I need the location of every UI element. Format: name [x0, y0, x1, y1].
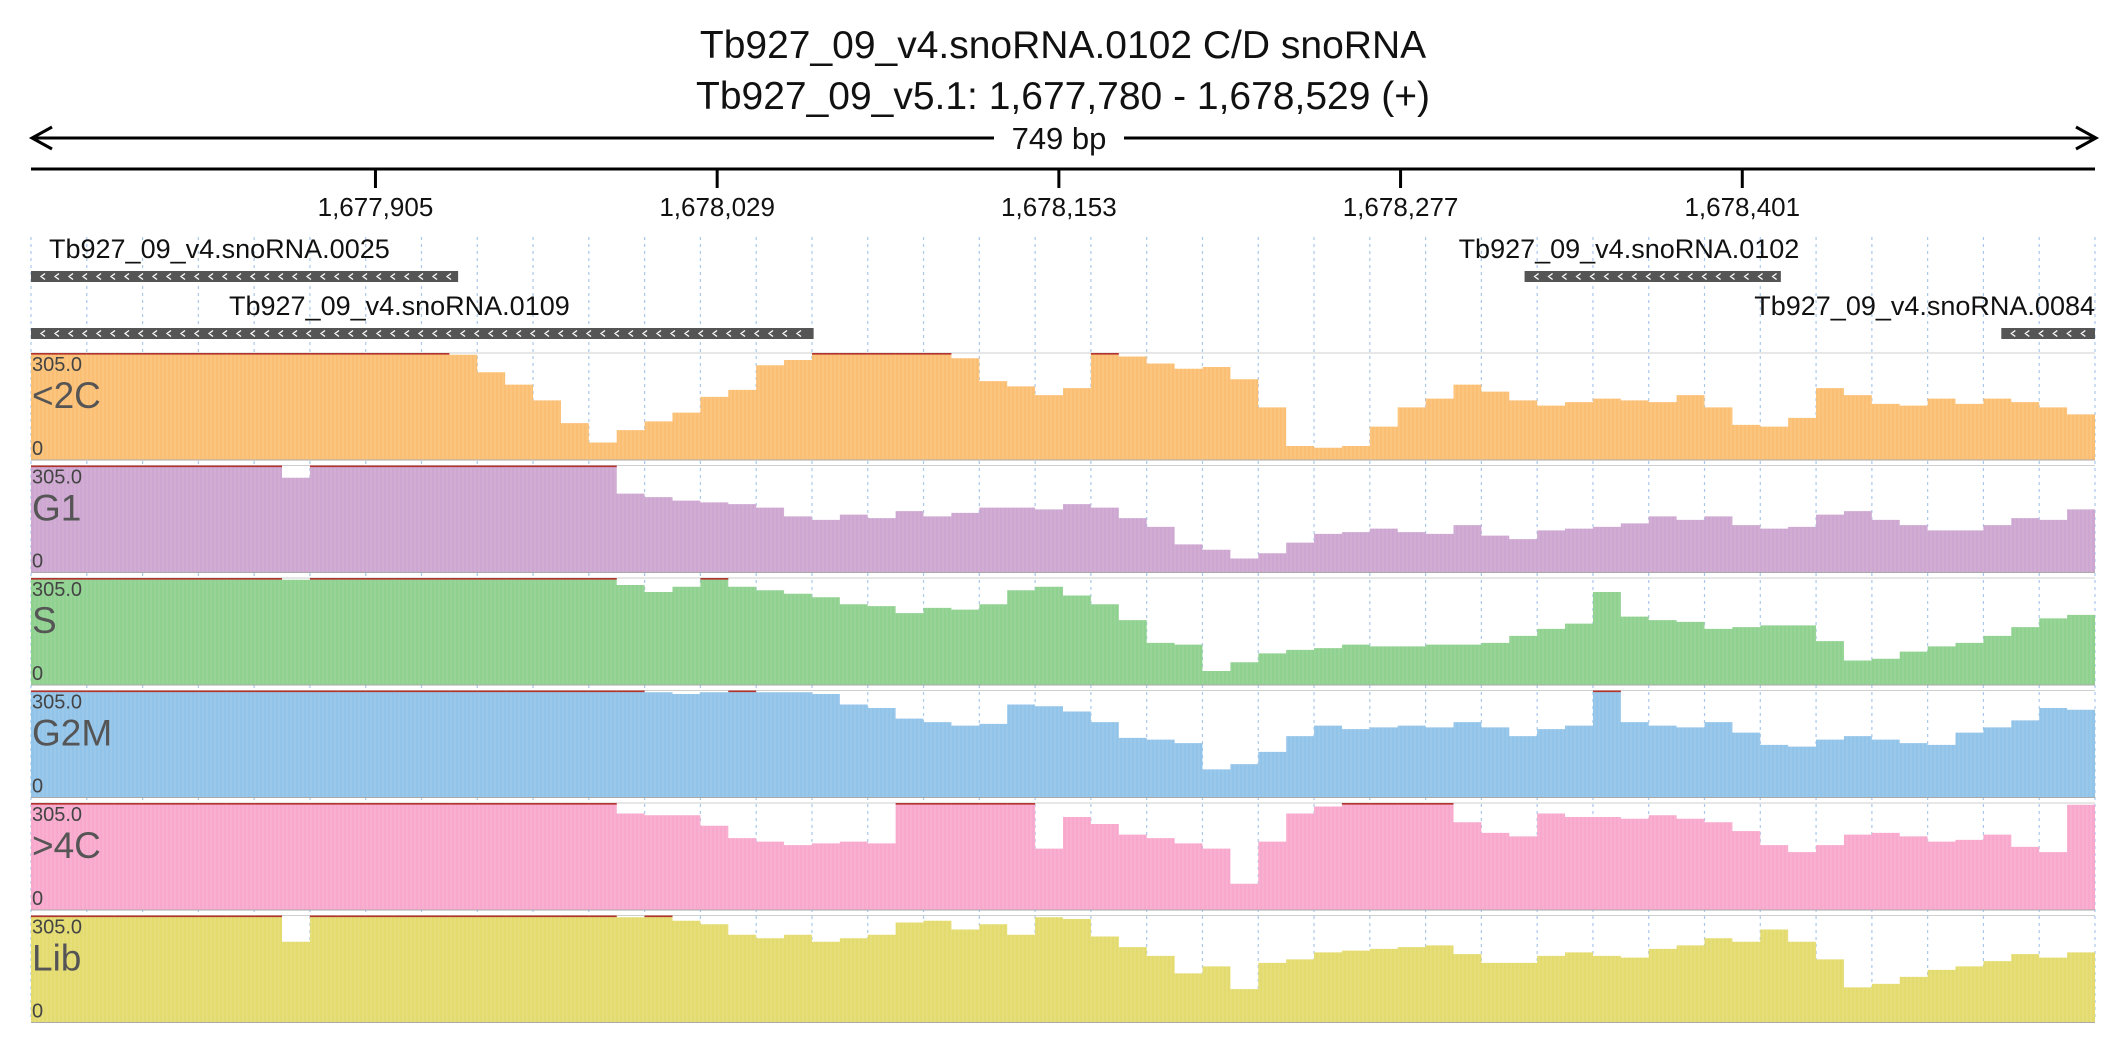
span-arrowhead-left: [28, 125, 53, 151]
gene-feature: Tb927_09_v4.snoRNA.0084: [1754, 291, 2095, 339]
coverage-track: 305.0 0 S: [31, 577, 2095, 686]
y-max-label: 305.0: [32, 692, 82, 714]
gene-feature: Tb927_09_v4.snoRNA.0102: [1459, 234, 1800, 282]
span-label: 749 bp: [1012, 121, 1107, 156]
gene-bar: [31, 271, 459, 282]
coverage-area: [31, 578, 2095, 685]
coverage-area: [31, 803, 2095, 910]
y-max-label: 305.0: [32, 354, 82, 376]
track-name-label: G1: [32, 488, 81, 529]
y-max-label: 305.0: [32, 804, 82, 826]
strand-arrows: [39, 272, 452, 281]
coverage-tracks: 305.00<2C305.00G1305.00S305.00G2M305.00>…: [31, 352, 2095, 1023]
x-axis-ticks: 1,677,905 1,678,029 1,678,153 1,678,277 1,67…: [318, 169, 1800, 222]
coverage-track: 305.0 0 G1: [31, 465, 2095, 573]
span-arrowhead-right: [2075, 125, 2100, 151]
x-tick-label: 1,678,277: [1343, 192, 1459, 222]
strand-arrows: [2010, 329, 2086, 338]
gene-bar: [2001, 328, 2095, 339]
strand-arrows: [1533, 272, 1777, 281]
coverage-track: 305.0 0 >4C: [31, 802, 2095, 911]
x-tick-label: 1,678,153: [1001, 192, 1117, 222]
track-name-label: <2C: [32, 375, 101, 416]
y-min-label: 0: [32, 438, 43, 460]
chart-title-line1: Tb927_09_v4.snoRNA.0102 C/D snoRNA: [700, 24, 1426, 67]
gene-feature: Tb927_09_v4.snoRNA.0109: [31, 291, 814, 339]
gene-bar: [31, 328, 814, 339]
coverage-area: [31, 353, 2095, 460]
gene-label: Tb927_09_v4.snoRNA.0109: [229, 291, 570, 321]
x-tick-label: 1,677,905: [318, 192, 434, 222]
y-max-label: 305.0: [32, 917, 82, 939]
gene-track: Tb927_09_v4.snoRNA.0025 Tb927_09_v4.snoRN…: [31, 234, 2095, 339]
y-max-label: 305.0: [32, 579, 82, 601]
y-min-label: 0: [32, 1001, 43, 1023]
coverage-track: 305.0 0 G2M: [31, 690, 2095, 798]
area-texture: [34, 353, 2092, 460]
chart-title-line2: Tb927_09_v5.1: 1,677,780 - 1,678,529 (+): [696, 75, 1430, 118]
coverage-area: [31, 465, 2095, 573]
x-tick-label: 1,678,029: [659, 192, 775, 222]
y-min-label: 0: [32, 551, 43, 573]
track-name-label: >4C: [32, 825, 101, 866]
gene-label: Tb927_09_v4.snoRNA.0084: [1754, 291, 2095, 321]
area-texture: [34, 690, 2092, 798]
gene-label: Tb927_09_v4.snoRNA.0102: [1459, 234, 1800, 264]
area-texture: [34, 915, 2092, 1023]
gene-bar: [1524, 271, 1781, 282]
y-min-label: 0: [32, 663, 43, 685]
gene-label: Tb927_09_v4.snoRNA.0025: [49, 234, 390, 264]
span-indicator: 749 bp: [28, 121, 2100, 156]
track-name-label: Lib: [32, 938, 81, 979]
x-tick-label: 1,678,401: [1684, 192, 1800, 222]
coverage-area: [31, 915, 2095, 1023]
coverage-track: 305.0 0 <2C: [31, 352, 2095, 461]
gene-feature: Tb927_09_v4.snoRNA.0025: [31, 234, 459, 282]
area-texture: [34, 465, 2092, 573]
area-texture: [34, 578, 2092, 685]
y-min-label: 0: [32, 776, 43, 798]
track-name-label: G2M: [32, 713, 112, 754]
area-texture: [34, 803, 2092, 910]
track-name-label: S: [32, 600, 57, 641]
strand-arrows: [39, 329, 802, 338]
y-max-label: 305.0: [32, 467, 82, 489]
y-min-label: 0: [32, 888, 43, 910]
coverage-track: 305.0 0 Lib: [31, 915, 2095, 1023]
coverage-area: [31, 690, 2095, 798]
